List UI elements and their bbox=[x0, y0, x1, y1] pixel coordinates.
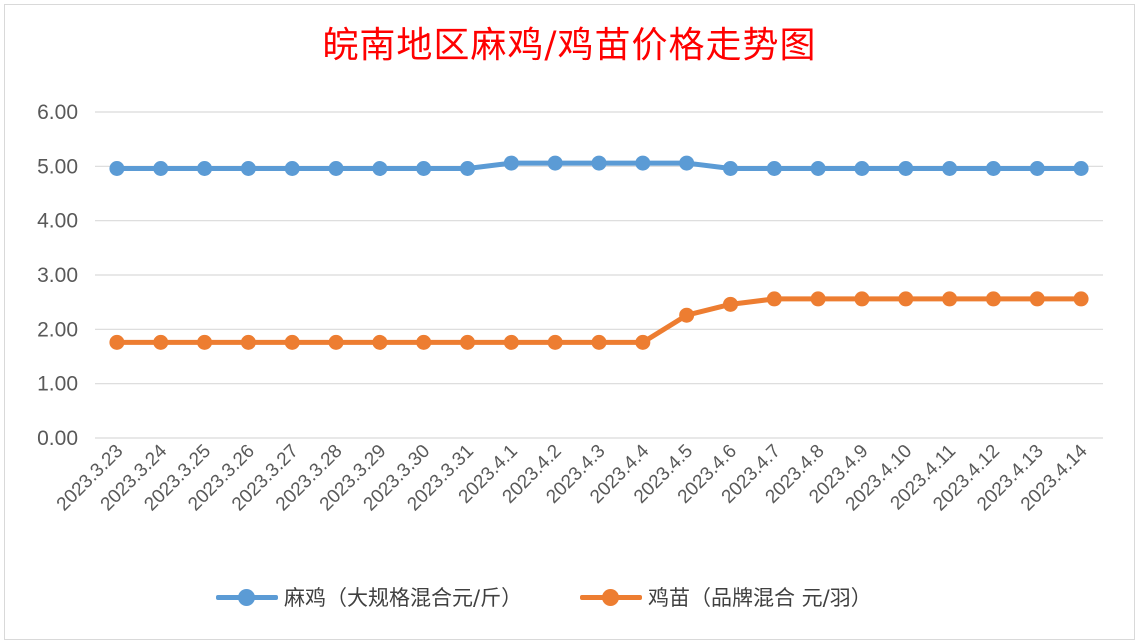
y-tick-label: 1.00 bbox=[37, 373, 78, 396]
chart-legend: 麻鸡（大规格混合元/斤） 鸡苗（品牌混合 元/羽） bbox=[0, 580, 1139, 614]
legend-swatch-machicken bbox=[216, 580, 278, 614]
data-point bbox=[460, 161, 476, 177]
data-point bbox=[635, 155, 651, 171]
data-point bbox=[372, 334, 388, 350]
data-point bbox=[547, 155, 563, 171]
data-point bbox=[854, 291, 870, 307]
data-point bbox=[503, 155, 519, 171]
data-point bbox=[722, 296, 738, 312]
data-point bbox=[240, 161, 256, 177]
y-tick-label: 6.00 bbox=[37, 101, 78, 124]
data-point bbox=[503, 334, 519, 350]
data-point bbox=[153, 161, 169, 177]
data-point bbox=[591, 155, 607, 171]
data-point bbox=[109, 334, 125, 350]
data-point bbox=[197, 161, 213, 177]
series-1 bbox=[109, 291, 1089, 350]
data-point bbox=[985, 161, 1001, 177]
series-0 bbox=[109, 155, 1089, 177]
legend-marker-chick bbox=[602, 589, 619, 606]
data-point bbox=[810, 291, 826, 307]
data-point bbox=[722, 161, 738, 177]
data-point bbox=[416, 161, 432, 177]
data-point bbox=[153, 334, 169, 350]
data-point bbox=[328, 334, 344, 350]
data-point bbox=[328, 161, 344, 177]
data-point bbox=[679, 155, 695, 171]
data-point bbox=[240, 334, 256, 350]
data-point bbox=[635, 334, 651, 350]
data-point bbox=[942, 291, 958, 307]
legend-marker-machicken bbox=[238, 589, 255, 606]
data-point bbox=[547, 334, 563, 350]
data-point bbox=[109, 161, 125, 177]
chart-frame bbox=[4, 4, 1135, 640]
data-point bbox=[810, 161, 826, 177]
data-point bbox=[898, 291, 914, 307]
y-tick-label: 3.00 bbox=[37, 264, 78, 287]
data-point bbox=[1029, 291, 1045, 307]
data-point bbox=[1029, 161, 1045, 177]
legend-item-chick: 鸡苗（品牌混合 元/羽） bbox=[580, 580, 872, 614]
data-point bbox=[766, 161, 782, 177]
y-tick-label: 2.00 bbox=[37, 318, 78, 341]
y-tick-label: 4.00 bbox=[37, 210, 78, 233]
data-point bbox=[854, 161, 870, 177]
data-point bbox=[197, 334, 213, 350]
data-point bbox=[591, 334, 607, 350]
data-point bbox=[942, 161, 958, 177]
data-point bbox=[679, 307, 695, 323]
data-point bbox=[460, 334, 476, 350]
legend-label-chick: 鸡苗（品牌混合 元/羽） bbox=[648, 586, 872, 610]
data-point bbox=[1073, 161, 1089, 177]
y-tick-label: 0.00 bbox=[37, 427, 78, 450]
data-point bbox=[284, 161, 300, 177]
legend-label-machicken: 麻鸡（大规格混合元/斤） bbox=[284, 586, 523, 610]
data-point bbox=[372, 161, 388, 177]
data-point bbox=[1073, 291, 1089, 307]
legend-item-machicken: 麻鸡（大规格混合元/斤） bbox=[216, 580, 522, 614]
data-point bbox=[898, 161, 914, 177]
y-tick-label: 5.00 bbox=[37, 155, 78, 178]
data-point bbox=[416, 334, 432, 350]
data-point bbox=[284, 334, 300, 350]
chart-title: 皖南地区麻鸡/鸡苗价格走势图 bbox=[322, 25, 817, 66]
data-point bbox=[766, 291, 782, 307]
legend-swatch-chick bbox=[580, 580, 642, 614]
data-point bbox=[985, 291, 1001, 307]
